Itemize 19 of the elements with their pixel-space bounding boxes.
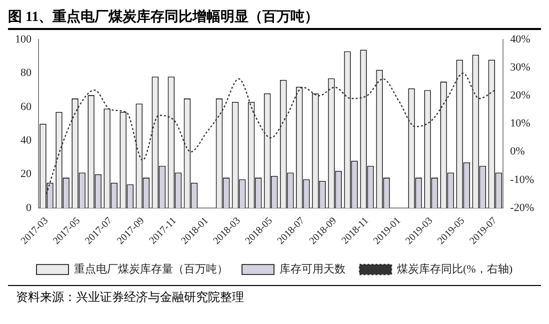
y-tick-label: 40 (20, 134, 32, 146)
legend-label: 重点电厂煤炭库存量（百万吨） (74, 262, 228, 276)
legend-label: 煤炭库存同比(%，右轴) (397, 262, 513, 276)
y-tick-label: 0 (26, 202, 32, 214)
legend-label: 库存可用天数 (280, 262, 346, 276)
y-tick-label: 100 (15, 33, 32, 46)
y2-tick-label: 10% (510, 118, 530, 130)
text: 资料来源：兴业证券经济与金融研究院整理 (16, 289, 245, 306)
y2-tick-label: -20% (510, 202, 534, 214)
chart-title: 图 11、重点电厂煤炭库存同比增幅明显（百万吨） (8, 8, 541, 30)
line-series (46, 72, 496, 195)
y2-tick-label: -10% (510, 174, 534, 186)
y2-tick-label: 30% (510, 62, 530, 74)
y2-tick-label: 20% (510, 90, 530, 102)
y-tick-label: 20 (20, 168, 32, 180)
y2-tick-label: 0% (510, 146, 525, 158)
y-tick-label: 80 (20, 67, 32, 80)
y-tick-label: 60 (20, 100, 32, 113)
y2-tick-label: 40% (510, 33, 530, 46)
